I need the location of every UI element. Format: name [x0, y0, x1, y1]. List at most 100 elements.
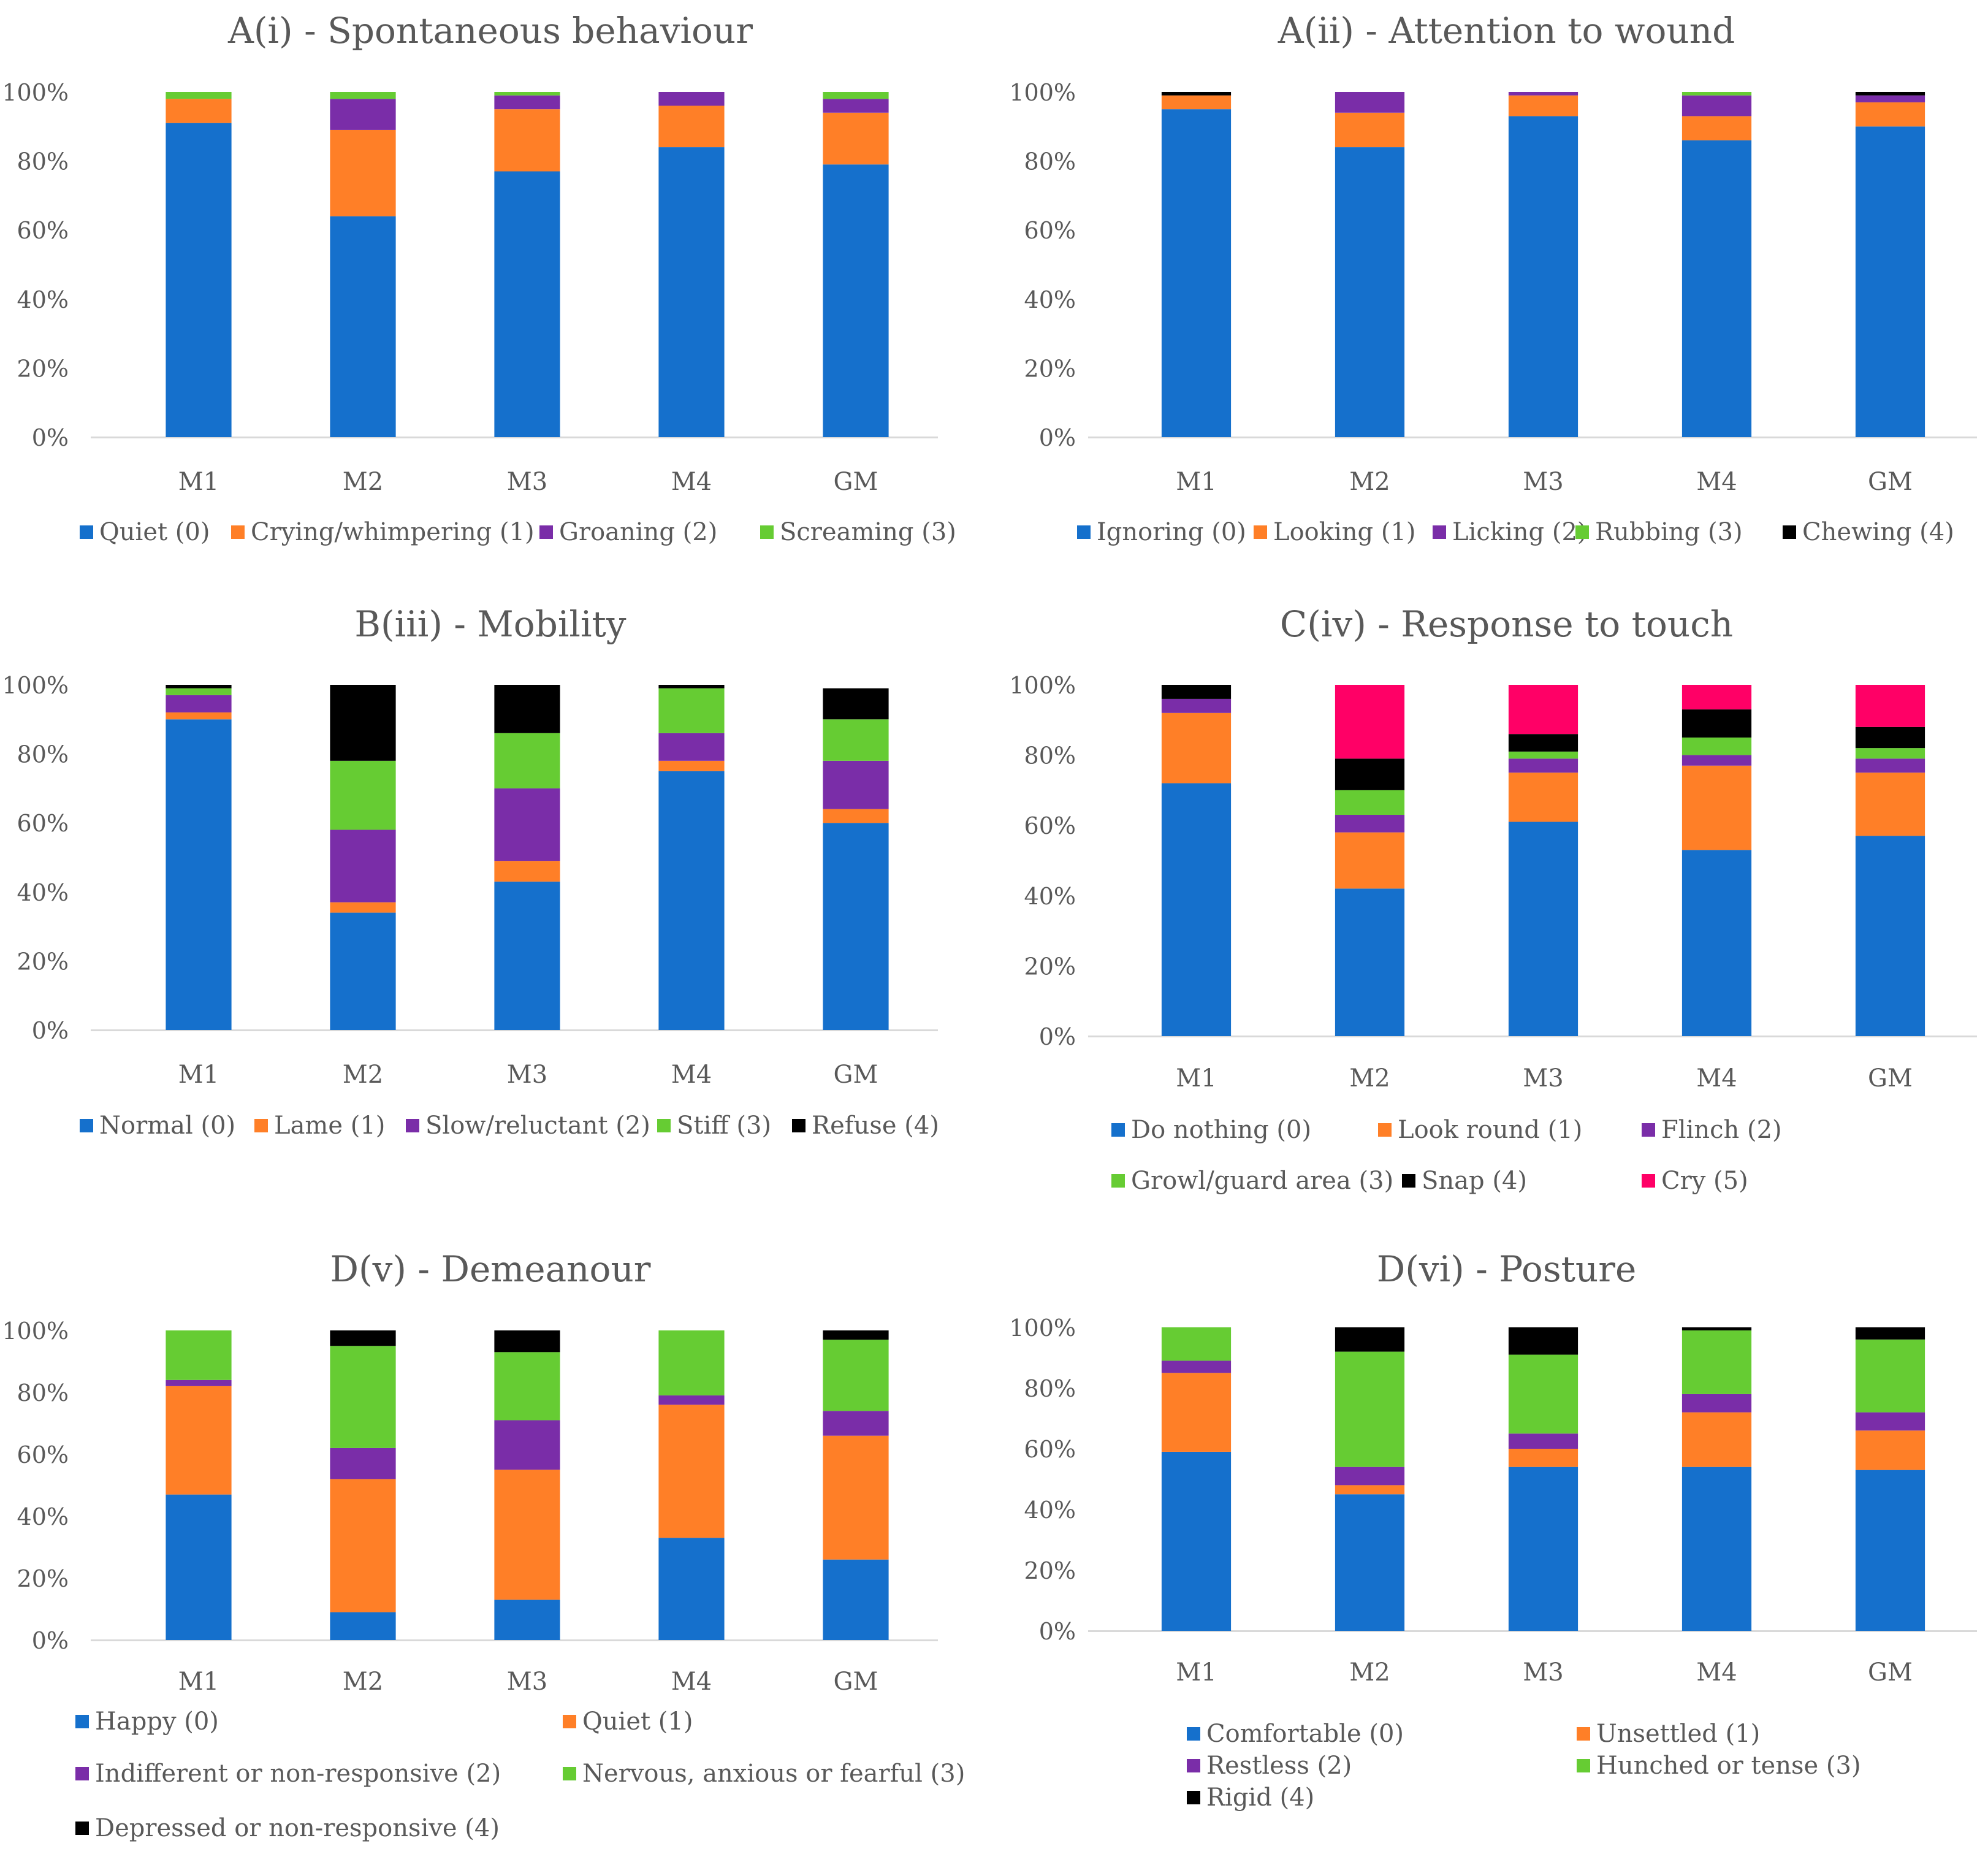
bar-segment-gm-series-2 [823, 1411, 889, 1436]
bar-segment-m4-series-2 [658, 1395, 725, 1405]
y-tick-label: 100% [2, 672, 69, 699]
legend-swatch [1783, 525, 1796, 539]
legend-label: Look round (1) [1398, 1116, 1582, 1144]
legend-swatch [1433, 525, 1446, 539]
y-tick-label: 60% [1024, 217, 1076, 244]
legend-swatch [1077, 525, 1091, 539]
y-tick-label: 40% [1024, 883, 1076, 910]
chart-panel-6: D(vi) - Posture 0% 20% 40% 60% 80% 100% M1 M2 M3 M… [1009, 1248, 1977, 1812]
legend-label: Refuse (4) [812, 1112, 939, 1140]
bar-segment-m1-series-4 [166, 685, 232, 689]
bar-segment-gm-series-2 [1855, 95, 1925, 102]
bar-segment-m2-series-0 [330, 1612, 396, 1640]
bar-segment-m4-series-2 [658, 92, 725, 106]
legend-label: Depressed or non-responsive (4) [95, 1814, 500, 1842]
legend-swatch [1254, 525, 1267, 539]
y-tick-label: 20% [17, 355, 69, 382]
bar-segment-gm-series-0 [1855, 836, 1925, 1036]
legend-swatch [231, 525, 245, 539]
x-tick-label: M2 [1349, 1658, 1390, 1687]
bar-segment-m4-series-3 [658, 1330, 725, 1396]
bar-segment-gm-series-0 [823, 823, 889, 1030]
x-tick-label: GM [834, 468, 878, 496]
bar-segment-m4-series-0 [658, 1538, 725, 1640]
bar-segment-m4-series-0 [1681, 1467, 1752, 1631]
bar-segment-m1-series-1 [166, 712, 232, 720]
legend-swatch [760, 525, 774, 539]
bar-segment-m3-series-1 [1508, 772, 1579, 822]
bar-segment-m3-series-0 [1508, 1467, 1579, 1631]
bar-segment-m2-series-1 [1335, 1485, 1405, 1495]
chart-panel-3: B(iii) - Mobility 0% 20% 40% 60% 80% 100% M1 M2 M… [2, 603, 939, 1140]
bar-segment-m3-series-2 [494, 95, 560, 110]
legend-label: Quiet (1) [582, 1707, 693, 1736]
legend-label: Indifferent or non-responsive (2) [95, 1760, 501, 1788]
bar-segment-m3-series-3 [494, 92, 560, 96]
legend-swatch [1575, 525, 1589, 539]
bar-segment-m4-series-4 [1681, 1327, 1752, 1330]
chart-panel-1: A(i) - Spontaneous behaviour 0% 20% 40% 60% 8… [2, 10, 956, 546]
bar-segment-gm-series-3 [823, 719, 889, 761]
x-tick-label: M2 [343, 1668, 383, 1696]
y-tick-label: 80% [1024, 148, 1076, 175]
bar-segment-m3-series-0 [1508, 116, 1579, 437]
y-tick-label: 0% [1039, 424, 1076, 451]
y-tick-label: 0% [1039, 1023, 1076, 1050]
legend-label: Rigid (4) [1206, 1783, 1314, 1812]
bar-segment-gm-series-0 [823, 1559, 889, 1640]
legend-swatch [563, 1715, 576, 1728]
chart-title: A(i) - Spontaneous behaviour [227, 10, 753, 52]
x-tick-label: M1 [178, 468, 219, 496]
bar-segment-m4-series-2 [1681, 1394, 1752, 1413]
y-tick-label: 40% [17, 1503, 69, 1530]
bar-segment-m1-series-2 [1161, 1360, 1232, 1373]
bar-segment-gm-series-3 [1855, 748, 1925, 759]
x-tick-label: M1 [178, 1061, 219, 1089]
bar-segment-m3-series-1 [494, 1470, 560, 1600]
chart-title: D(vi) - Posture [1377, 1248, 1637, 1290]
legend-swatch [1642, 1123, 1655, 1137]
y-tick-label: 100% [1009, 1314, 1076, 1341]
legend-label: Flinch (2) [1661, 1116, 1782, 1144]
chart-panel-2: A(ii) - Attention to wound 0% 20% 40% 60% 80%… [1009, 10, 1977, 546]
legend-label: Unsettled (1) [1596, 1720, 1760, 1748]
bar-segment-m3-series-2 [1508, 1433, 1579, 1449]
y-tick-label: 0% [32, 424, 69, 451]
x-tick-label: GM [834, 1061, 878, 1089]
bar-segment-m3-series-3 [494, 733, 560, 788]
x-tick-label: M3 [507, 1668, 547, 1696]
y-tick-label: 100% [1009, 79, 1076, 106]
bar-segment-m1-series-2 [166, 695, 232, 713]
bar-segment-gm-series-1 [1855, 102, 1925, 127]
bar-segment-m2-series-2 [1335, 1467, 1405, 1486]
bar-segment-gm-series-1 [1855, 772, 1925, 836]
bar-segment-gm-series-3 [823, 92, 889, 99]
legend-swatch [563, 1767, 576, 1780]
y-tick-label: 20% [1024, 355, 1076, 382]
bar-segment-gm-series-5 [1855, 685, 1925, 727]
legend-label: Ignoring (0) [1097, 518, 1246, 546]
bar-segment-gm-series-2 [823, 760, 889, 809]
bar-segment-m4-series-1 [658, 760, 725, 771]
legend-label: Slow/reluctant (2) [425, 1112, 650, 1140]
bar-segment-m2-series-2 [330, 1448, 396, 1479]
bar-segment-m1-series-1 [166, 99, 232, 123]
bar-segment-m4-series-0 [658, 147, 725, 437]
bar-segment-gm-series-0 [823, 164, 889, 437]
x-tick-label: GM [1868, 468, 1913, 496]
bar-segment-m3-series-1 [494, 861, 560, 882]
bar-segment-gm-series-4 [1855, 92, 1925, 96]
bar-segment-m1-series-1 [1161, 95, 1232, 110]
bar-segment-gm-series-4 [1855, 727, 1925, 749]
y-tick-label: 80% [17, 741, 69, 768]
bar-segment-m2-series-3 [1335, 790, 1405, 815]
bar-segment-gm-series-1 [823, 1435, 889, 1560]
legend-label: Chewing (4) [1802, 518, 1954, 546]
y-tick-label: 40% [1024, 286, 1076, 313]
y-tick-label: 100% [2, 79, 69, 106]
y-tick-label: 0% [1039, 1618, 1076, 1645]
legend-swatch [80, 1119, 93, 1132]
legend-swatch [1187, 1759, 1200, 1772]
x-tick-label: M1 [1176, 468, 1216, 496]
